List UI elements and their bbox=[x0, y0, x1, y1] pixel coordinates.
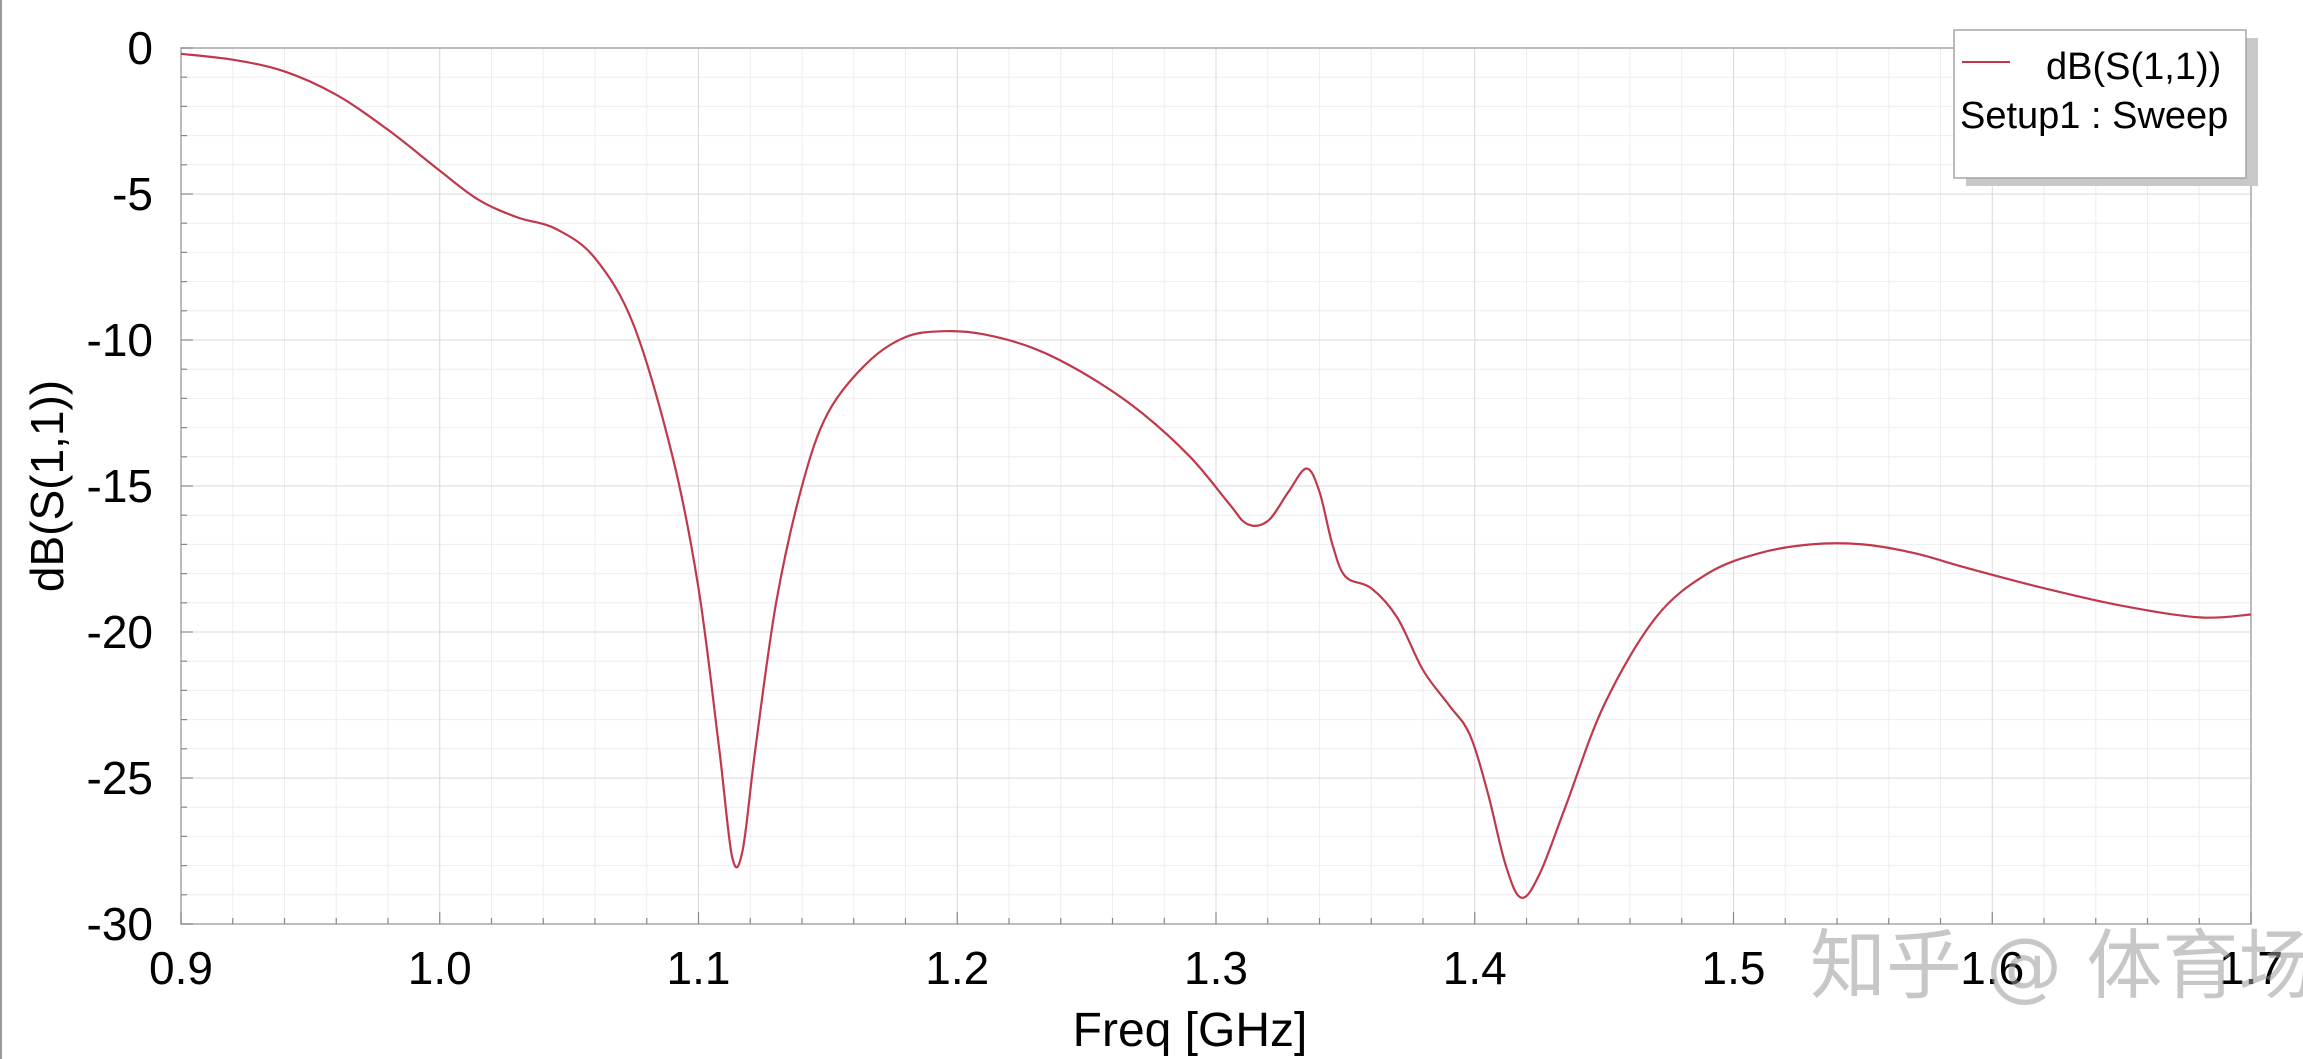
y-tick-label: -25 bbox=[87, 752, 153, 804]
x-tick-label: 1.4 bbox=[1443, 942, 1507, 994]
x-axis-title: Freq [GHz] bbox=[1073, 1004, 1308, 1057]
y-tick-label: 0 bbox=[127, 22, 153, 74]
series-line-dB-S11 bbox=[180, 52, 2252, 899]
y-tick-labels: 0 -5 -10 -15 -20 -25 -30 bbox=[87, 22, 153, 950]
x-tick-label: 1.3 bbox=[1184, 942, 1248, 994]
x-tick-label: 1.2 bbox=[925, 942, 989, 994]
legend-box bbox=[1953, 29, 2247, 179]
x-tick-label: 1.7 bbox=[2219, 942, 2283, 994]
y-axis-title: dB(S(1,1)) bbox=[21, 380, 73, 592]
y-tick-label: -5 bbox=[112, 168, 153, 220]
y-tick-label: -20 bbox=[87, 606, 153, 658]
axis-ticks bbox=[180, 47, 2252, 925]
x-tick-label: 1.1 bbox=[667, 942, 731, 994]
x-tick-label: 1.6 bbox=[1960, 942, 2024, 994]
x-tick-label: 1.0 bbox=[408, 942, 472, 994]
legend-entry: dB(S(1,1)) bbox=[2046, 46, 2221, 88]
y-tick-label: -30 bbox=[87, 898, 153, 950]
x-tick-labels: 0.9 1.0 1.1 1.2 1.3 1.4 1.5 1.6 1.7 bbox=[149, 942, 2283, 994]
x-tick-label: 0.9 bbox=[149, 942, 213, 994]
y-tick-label: -15 bbox=[87, 460, 153, 512]
legend-subtitle: Setup1 : Sweep bbox=[1960, 95, 2228, 137]
y-tick-label: -10 bbox=[87, 314, 153, 366]
watermark: 知乎 @ 体育场 bbox=[1810, 921, 2303, 1010]
x-tick-label: 1.5 bbox=[1702, 942, 1766, 994]
legend: dB(S(1,1)) Setup1 : Sweep bbox=[1953, 29, 2258, 186]
